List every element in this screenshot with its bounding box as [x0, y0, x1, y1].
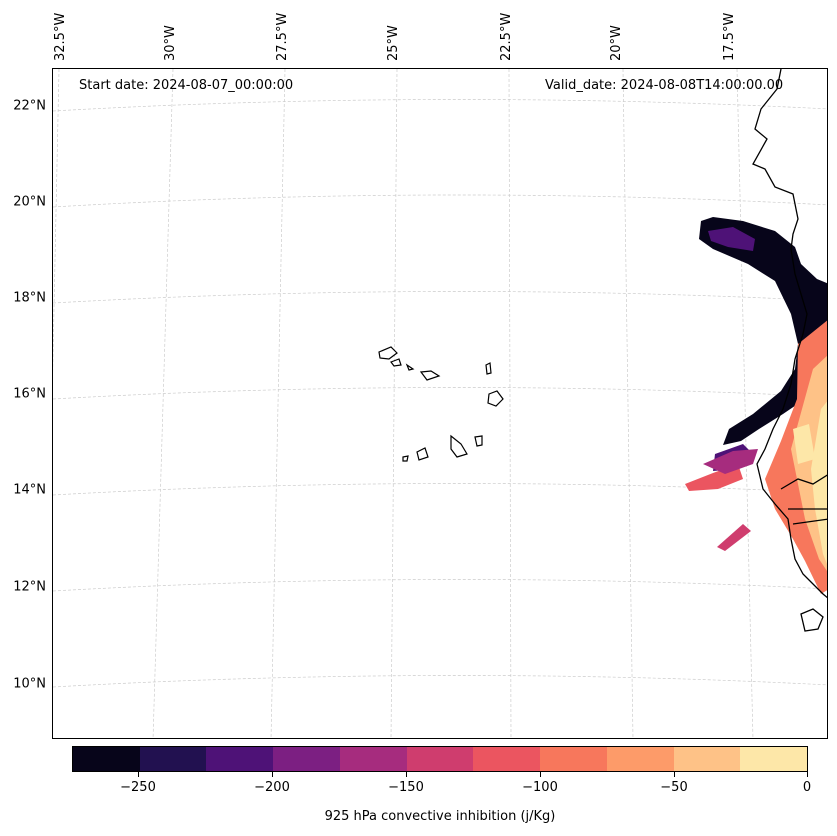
- colorbar-segment: [339, 747, 407, 771]
- start-date-annotation: Start date: 2024-08-07_00:00:00: [79, 78, 294, 93]
- colorbar-label: 925 hPa convective inhibition (j/Kg): [324, 809, 556, 824]
- colorbar-tick-label: −200: [254, 780, 290, 795]
- colorbar: [72, 746, 808, 772]
- cin-contours: [685, 217, 827, 594]
- cin-region-purple: [708, 227, 755, 251]
- cape-verde-islands: [378, 346, 504, 462]
- colorbar-segment: [673, 747, 741, 771]
- lat-label: 12°N: [13, 579, 46, 595]
- cin-region-pale2: [793, 424, 815, 464]
- colorbar-tick-label: −250: [120, 780, 156, 795]
- lon-label: 25°W: [386, 25, 401, 61]
- lon-label: 27.5°W: [275, 12, 290, 61]
- lon-label: 30°W: [163, 25, 178, 61]
- coastlines: [752, 69, 827, 632]
- colorbar-segment: [73, 747, 140, 771]
- colorbar-segment: [606, 747, 674, 771]
- map-canvas: [53, 69, 827, 738]
- colorbar-tick-label: −50: [660, 780, 688, 795]
- valid-date-annotation: Valid_date: 2024-08-08T14:00:00.00: [545, 78, 784, 93]
- cin-region-magenta: [703, 449, 758, 474]
- colorbar-segment: [473, 747, 541, 771]
- lon-label: 17.5°W: [722, 12, 737, 61]
- colorbar-tick: [674, 772, 675, 777]
- colorbar-tick: [138, 772, 139, 777]
- colorbar-tick-label: −150: [388, 780, 424, 795]
- colorbar-segment: [139, 747, 207, 771]
- graticule: [53, 69, 827, 738]
- colorbar-tick: [807, 772, 808, 777]
- lat-label: 10°N: [13, 676, 46, 692]
- lat-label: 14°N: [13, 482, 46, 498]
- colorbar-segment: [406, 747, 474, 771]
- lat-label: 20°N: [13, 194, 46, 210]
- lat-label: 18°N: [13, 290, 46, 306]
- colorbar-segment: [740, 747, 808, 771]
- lon-label: 22.5°W: [499, 12, 514, 61]
- colorbar-tick-label: −100: [522, 780, 558, 795]
- colorbar-tick: [272, 772, 273, 777]
- lon-label: 20°W: [609, 25, 624, 61]
- colorbar-segment: [540, 747, 607, 771]
- lat-label: 22°N: [13, 98, 46, 114]
- lon-label: 32.5°W: [53, 12, 68, 61]
- lat-label: 16°N: [13, 386, 46, 402]
- cin-region-band: [717, 524, 751, 551]
- cin-region-pale: [811, 401, 827, 564]
- colorbar-tick: [540, 772, 541, 777]
- colorbar-segment: [273, 747, 340, 771]
- map-plot: [52, 68, 828, 739]
- colorbar-tick: [406, 772, 407, 777]
- colorbar-tick-label: 0: [802, 780, 812, 795]
- colorbar-segment: [206, 747, 274, 771]
